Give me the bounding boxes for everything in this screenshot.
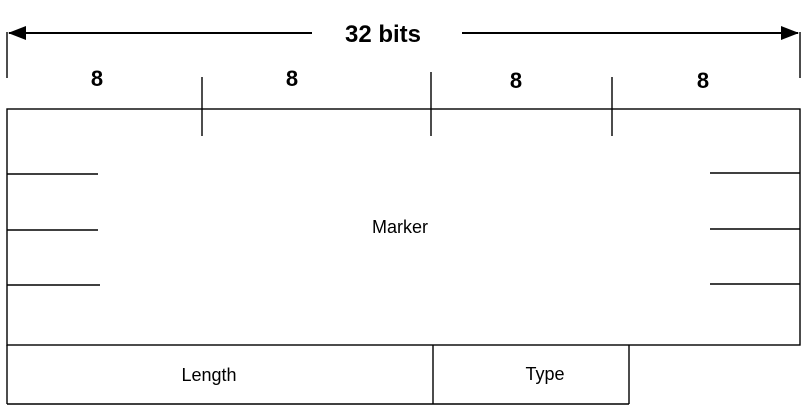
byte-label-1: 8	[91, 66, 103, 91]
byte-labels: 8 8 8 8	[91, 66, 709, 93]
byte-label-2: 8	[286, 66, 298, 91]
byte-label-4: 8	[697, 68, 709, 93]
marker-box	[6, 108, 801, 346]
marker-field: Marker	[6, 108, 801, 346]
marker-label: Marker	[372, 217, 428, 237]
length-type-row: Length Type	[6, 345, 630, 405]
length-label: Length	[181, 365, 236, 385]
width-label: 32 bits	[345, 21, 421, 48]
byte-dividers	[201, 72, 613, 136]
right-arrowhead-icon	[781, 26, 799, 40]
bit-width-indicator: 32 bits	[6, 21, 801, 78]
byte-label-3: 8	[510, 68, 522, 93]
left-arrowhead-icon	[8, 26, 26, 40]
type-label: Type	[525, 364, 564, 384]
